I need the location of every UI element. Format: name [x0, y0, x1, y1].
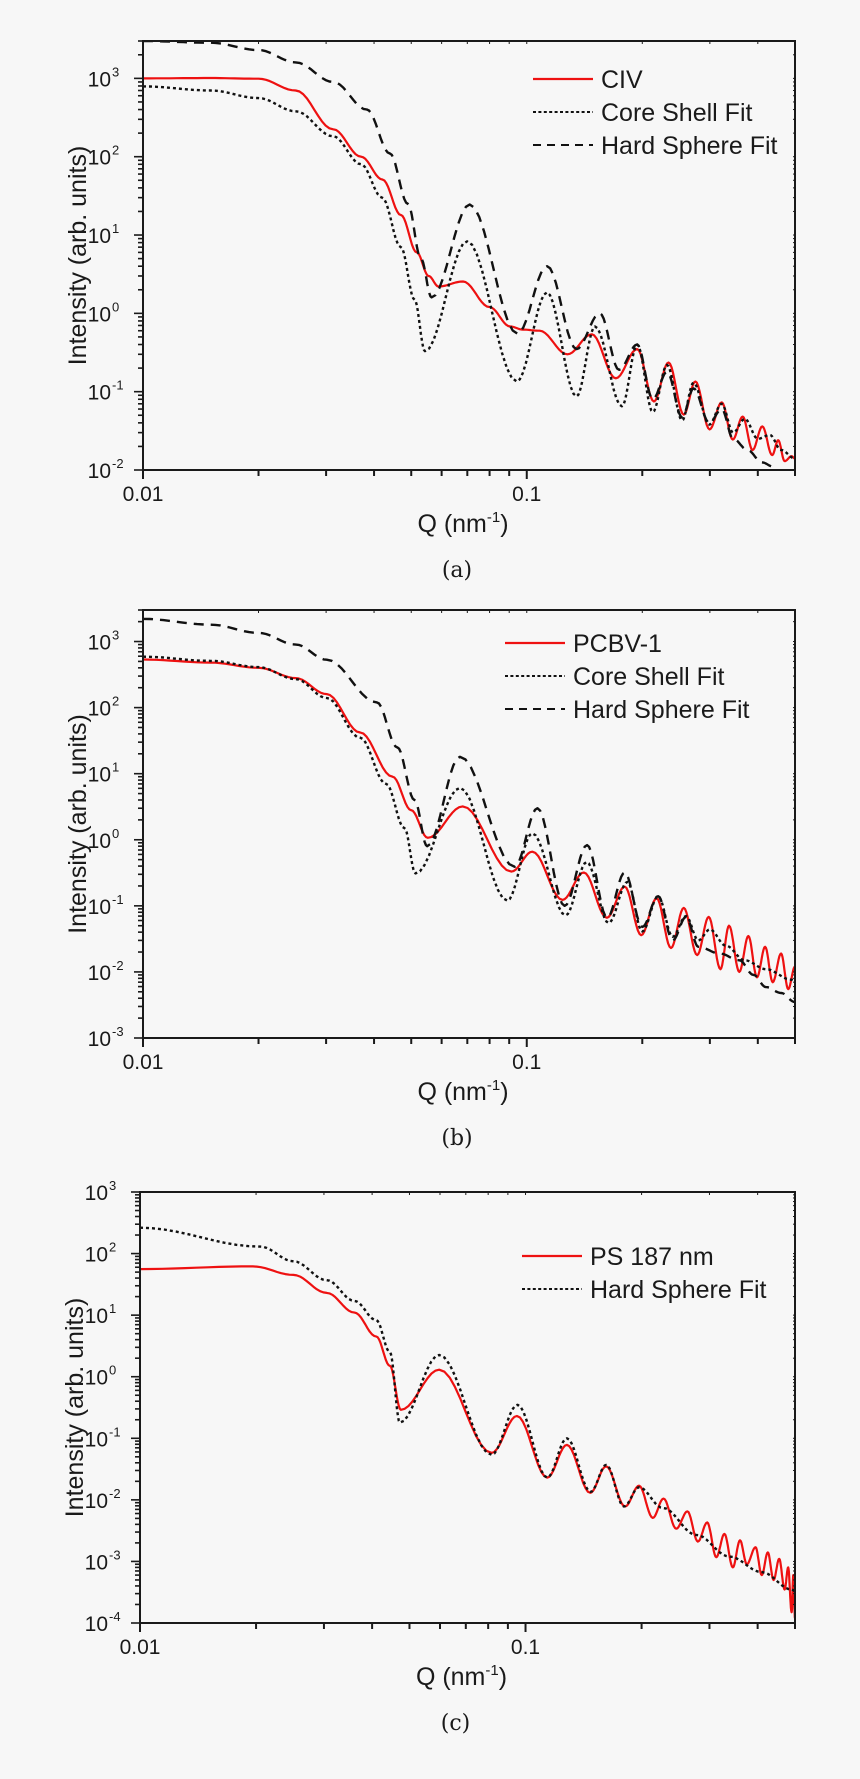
y-tick-label-exponent: -3 — [109, 1547, 121, 1562]
x-tick-label: 0.1 — [512, 483, 541, 506]
y-tick-label-exponent: -4 — [109, 1609, 121, 1624]
y-tick-label-exponent: 0 — [109, 1363, 116, 1378]
y-tick-label-exponent: 0 — [112, 826, 119, 841]
y-tick-label: 10 — [85, 1613, 108, 1636]
y-tick-label: 10 — [88, 698, 111, 721]
plot-frame — [142, 40, 796, 471]
x-axis-title: Q (nm-1) — [417, 509, 508, 538]
y-axis-title: Intensity (arb. units) — [64, 146, 92, 366]
x-axis-title-base: Q (nm — [416, 1663, 485, 1691]
chart-panel-b: PCBV-1 Core Shell Fit Hard Sphere Fit 0.01 0… — [64, 609, 796, 1151]
x-tick-label: 0.1 — [512, 1051, 541, 1074]
x-axis-title-tail: ) — [499, 1663, 507, 1691]
series-line-hard-sphere-fit — [143, 41, 774, 468]
y-tick-label-exponent: -2 — [112, 958, 124, 973]
y-tick-label-exponent: 3 — [112, 64, 119, 79]
y-tick-label: 10 — [85, 1490, 108, 1513]
panel-caption: (b) — [441, 1126, 472, 1151]
y-tick-label: 10 — [85, 1367, 108, 1390]
y-axis-title: Intensity (arb. units) — [64, 714, 92, 934]
y-tick-label: 10 — [85, 1182, 108, 1205]
y-tick-label: 10 — [88, 764, 111, 787]
series-line-core-shell-fit — [143, 85, 795, 460]
y-tick-label: 10 — [85, 1305, 108, 1328]
y-tick-label-exponent: -1 — [112, 378, 124, 393]
y-tick-label: 10 — [88, 896, 111, 919]
y-tick-label: 10 — [88, 962, 111, 985]
x-axis-title-tail: ) — [500, 510, 508, 538]
y-tick-label-exponent: 2 — [112, 143, 119, 158]
y-tick-label-exponent: 1 — [112, 221, 119, 236]
legend-label: PS 187 nm — [590, 1243, 714, 1271]
legend-label: Core Shell Fit — [601, 99, 752, 127]
y-tick-label: 10 — [88, 460, 111, 483]
x-axis-title: Q (nm-1) — [417, 1077, 508, 1106]
legend-label: Core Shell Fit — [573, 663, 724, 691]
x-axis-title-tail: ) — [500, 1078, 508, 1106]
x-axis-title-exponent: -1 — [485, 1662, 498, 1679]
y-tick-label-exponent: -2 — [112, 456, 124, 471]
y-tick-label-exponent: 0 — [112, 299, 119, 314]
x-axis-title-exponent: -1 — [487, 509, 500, 526]
y-tick-label-exponent: 3 — [109, 1178, 116, 1193]
y-tick-label: 10 — [85, 1244, 108, 1267]
y-tick-label: 10 — [85, 1428, 108, 1451]
y-tick-label: 10 — [88, 382, 111, 405]
chart-panel-a: CIV Core Shell Fit Hard Sphere Fit 0.01 0.1 1… — [64, 40, 796, 583]
y-tick-label-exponent: 2 — [109, 1240, 116, 1255]
legend-label: PCBV-1 — [573, 630, 662, 658]
legend-label: CIV — [601, 66, 643, 94]
y-tick-label-exponent: -3 — [112, 1024, 124, 1039]
series-line-ps-187-nm — [140, 1265, 795, 1619]
x-axis-title-base: Q (nm — [417, 1078, 486, 1106]
x-axis-title-base: Q (nm — [417, 510, 486, 538]
series-line-core-shell-fit — [143, 655, 795, 983]
x-tick-label: 0.01 — [120, 1636, 161, 1659]
y-tick-label: 10 — [88, 632, 111, 655]
y-tick-label: 10 — [88, 147, 111, 170]
series-line-hard-sphere-fit — [143, 617, 795, 1004]
x-tick-label: 0.1 — [511, 1636, 540, 1659]
x-axis-title-exponent: -1 — [487, 1077, 500, 1094]
y-tick-label-exponent: 1 — [109, 1301, 116, 1316]
y-tick-label-exponent: 3 — [112, 628, 119, 643]
x-axis-title: Q (nm-1) — [416, 1662, 507, 1691]
y-tick-label-exponent: 1 — [112, 760, 119, 775]
series-line-hard-sphere-fit — [140, 1226, 795, 1593]
y-tick-label: 10 — [88, 303, 111, 326]
legend-label: Hard Sphere Fit — [590, 1276, 767, 1304]
y-tick-label: 10 — [85, 1551, 108, 1574]
x-tick-label: 0.01 — [123, 483, 164, 506]
y-tick-label-exponent: 2 — [112, 694, 119, 709]
y-tick-label-exponent: -1 — [109, 1424, 121, 1439]
y-tick-label-exponent: -1 — [112, 892, 124, 907]
y-tick-label: 10 — [88, 68, 111, 91]
y-tick-label: 10 — [88, 1028, 111, 1051]
legend-label: Hard Sphere Fit — [573, 696, 750, 724]
panel-caption: (a) — [442, 558, 472, 583]
y-tick-label-exponent: -2 — [109, 1486, 121, 1501]
y-tick-label: 10 — [88, 225, 111, 248]
panel-caption: (c) — [441, 1711, 471, 1736]
y-tick-label: 10 — [88, 830, 111, 853]
plot-frame — [139, 1191, 796, 1624]
legend-label: Hard Sphere Fit — [601, 132, 778, 160]
y-axis-title: Intensity (arb. units) — [61, 1298, 89, 1518]
plot-frame — [142, 609, 796, 1039]
series-line-civ — [143, 76, 795, 463]
x-tick-label: 0.01 — [123, 1051, 164, 1074]
